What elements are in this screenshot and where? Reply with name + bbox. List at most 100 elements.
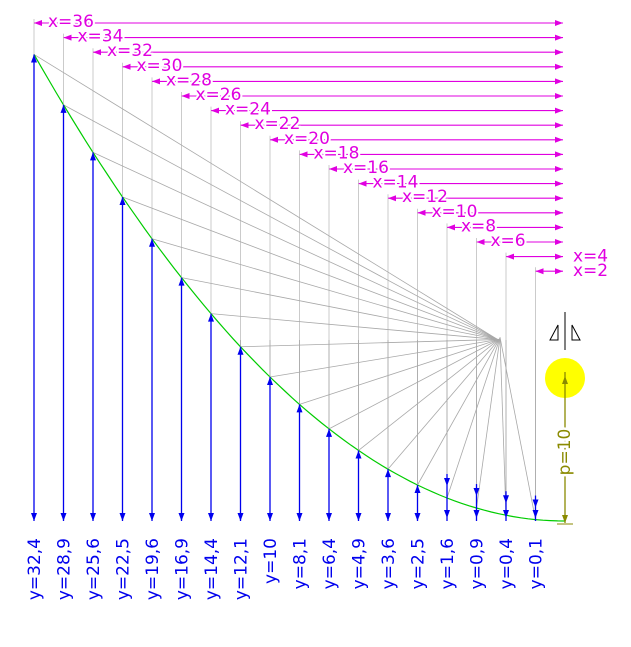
x-dimension-arrow-right (555, 63, 563, 70)
x-dimension-label: x=6 (491, 231, 526, 251)
x-dimension-arrow-right (555, 34, 563, 41)
focal-ray-line (269, 338, 501, 378)
y-dimension-arrow-bottom (178, 513, 185, 521)
y-dimension-arrow-bottom (414, 513, 421, 521)
y-dimension-label: y=8,1 (291, 538, 311, 589)
x-dimension-arrow-right (555, 195, 563, 202)
symmetry-triangle-right (571, 324, 581, 341)
y-dimension-arrow-bottom (444, 510, 450, 518)
y-dimension-arrow-bottom (31, 513, 37, 521)
focal-ray-line (151, 238, 501, 341)
x-dimension-arrow-left (299, 151, 308, 158)
focal-ray-line (417, 337, 501, 486)
x-dimension-arrow-left (181, 93, 190, 99)
y-dimension-arrow-top (355, 450, 362, 459)
y-dimension-arrow-top (60, 104, 67, 113)
y-dimension-arrow-bottom (326, 513, 332, 521)
x-dimension-label: x=8 (461, 216, 496, 236)
y-dimension-arrow-bottom (149, 513, 155, 521)
y-dimension-label: y=0,1 (527, 538, 547, 589)
x-dimension-arrow-right (555, 180, 563, 187)
y-dimension-arrow-bottom (385, 513, 391, 521)
x-dimension-arrow-right (555, 224, 563, 231)
y-dimension-label: y=16,9 (173, 538, 193, 600)
x-dimension-arrow-left (63, 34, 72, 41)
x-dimension-label: x=24 (225, 100, 271, 120)
x-dimension-label: x=22 (255, 114, 301, 134)
focal-ray-line (240, 339, 501, 348)
focal-ray-line (328, 338, 501, 430)
y-dimension-label: y=0,4 (497, 538, 517, 589)
x-dimension-arrow-left (93, 49, 101, 56)
x-dimension-label: x=28 (166, 70, 212, 90)
x-dimension-arrow-left (211, 107, 219, 114)
focus-group: p=10 (545, 312, 585, 525)
y-dimension-arrow-top (326, 428, 332, 437)
x-dimension-arrow-left (329, 166, 337, 172)
x-dimension-arrow-left (447, 224, 455, 231)
x-dimension-label: x=20 (284, 129, 330, 149)
y-dimension-arrow-bottom (90, 513, 96, 521)
y-dimension-label: y=14,4 (202, 538, 222, 600)
y-dimension-label: y=25,6 (84, 538, 104, 600)
y-dimension-label: y=22,5 (114, 538, 134, 600)
y-dimension-arrow-top (90, 152, 96, 161)
focal-ray-line (63, 104, 501, 342)
x-dimension-label: x=34 (78, 27, 124, 47)
y-dimension-arrow-top (237, 346, 244, 355)
x-dimension-label: x=32 (107, 41, 153, 61)
focal-ray-line (387, 338, 501, 470)
x-dimension-arrow-right (555, 93, 563, 99)
x-dimension-arrow-left (34, 20, 42, 26)
x-dimension-arrow-right (555, 209, 563, 216)
y-dimension-label: y=2,5 (409, 538, 429, 589)
focal-ray-line (33, 54, 501, 342)
x-dimension-arrow-right (555, 107, 563, 114)
y-dimension-label: y=4,9 (350, 538, 370, 589)
focal-ray-line (499, 337, 507, 516)
focal-ray-line (476, 337, 501, 509)
p-dimension-arrow-bottom (562, 515, 568, 523)
x-dimension-arrow-left (240, 122, 249, 129)
x-dimension-arrow-left (152, 78, 160, 85)
y-dimension-arrow-bottom (60, 513, 67, 521)
y-dimension-arrow-top (414, 485, 421, 493)
x-dimension-arrow-right (555, 253, 563, 260)
x-dimension-arrow-left (358, 180, 367, 187)
y-dimension-arrow-top (385, 469, 391, 478)
x-dimensions: x=36x=34x=32x=30x=28x=26x=24x=22x=20x=18… (33, 10, 608, 520)
x-dimension-arrow-left (270, 136, 278, 143)
y-dimension-label: y=28,9 (55, 538, 75, 600)
x-dimension-arrow-right (555, 49, 563, 56)
x-dimension-arrow-right (555, 268, 563, 275)
x-dimension-arrow-left (417, 209, 426, 216)
x-dimension-label: x=36 (48, 12, 94, 32)
y-dimension-arrow-bottom (119, 513, 126, 521)
focal-ray-line (446, 337, 501, 499)
x-dimension-label: x=14 (373, 173, 419, 193)
y-dimension-label: y=10 (261, 538, 281, 584)
x-dimension-arrow-right (555, 239, 563, 245)
x-dimension-arrow-right (555, 136, 563, 143)
y-dimension-arrow-bottom (208, 513, 214, 521)
y-dimension-arrow-bottom (237, 513, 244, 521)
x-dimension-arrow-right (555, 20, 563, 26)
symmetry-triangle-left (549, 324, 559, 341)
y-dimensions: y=32,4 y=28,9 y=25,6 y=22,5 y=19,6 y=16,9 y=14… (25, 54, 547, 600)
x-dimension-label: x=2 (573, 261, 608, 281)
x-dimension-label: x=18 (314, 143, 360, 163)
y-dimension-arrow-bottom (355, 513, 362, 521)
x-dimension-arrow-left (388, 195, 396, 202)
y-dimension-label: y=0,9 (468, 538, 488, 589)
y-dimension-label: y=12,1 (232, 538, 252, 600)
x-dimension-arrow-left (122, 63, 131, 70)
x-dimension-label: x=12 (402, 187, 448, 207)
focal-ray-line (299, 338, 501, 405)
x-dimension-label: x=26 (196, 85, 242, 105)
focal-ray-line (122, 196, 501, 341)
y-dimension-arrow-top (119, 197, 126, 205)
x-dimension-arrow-left (535, 268, 544, 275)
y-dimension-arrow-top (178, 277, 185, 286)
focal-ray-line (181, 277, 501, 341)
